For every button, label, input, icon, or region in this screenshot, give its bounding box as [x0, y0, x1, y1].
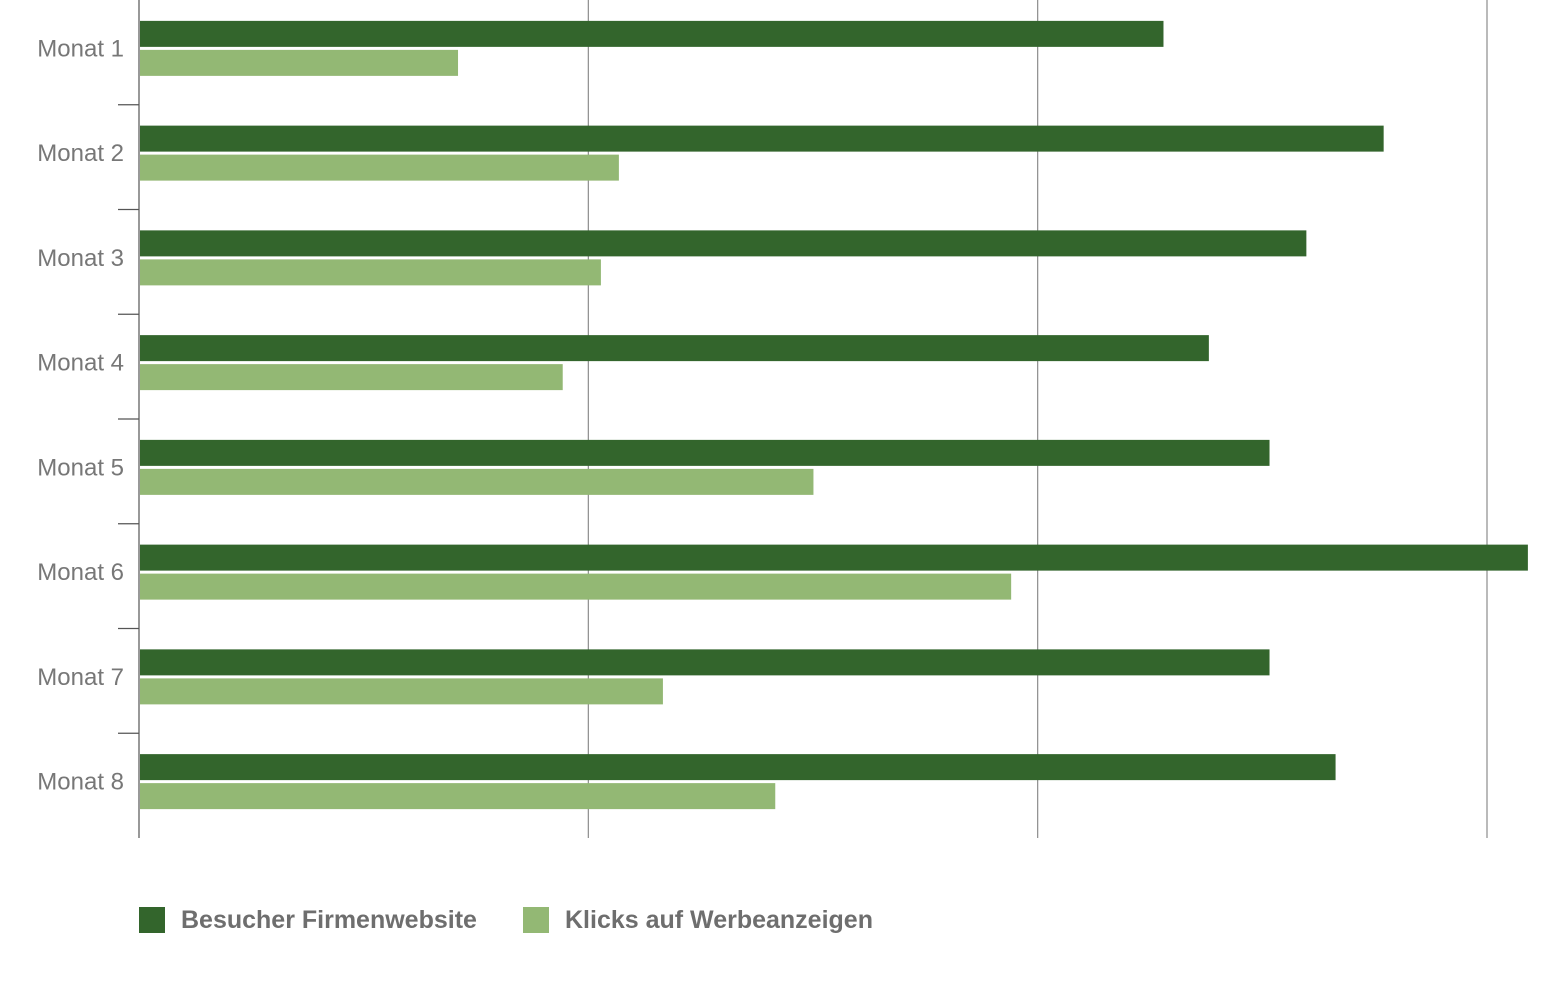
- bar-klicks-2: [140, 154, 619, 181]
- bar-besucher-3: [140, 230, 1307, 257]
- bar-besucher-6: [140, 544, 1528, 571]
- bar-besucher-7: [140, 649, 1270, 676]
- category-label: Monat 3: [37, 245, 124, 272]
- legend-label-1: Besucher Firmenwebsite: [181, 906, 477, 934]
- bar-klicks-7: [140, 678, 663, 705]
- category-label: Monat 2: [37, 140, 124, 167]
- bar-klicks-3: [140, 259, 601, 286]
- category-label: Monat 7: [37, 664, 124, 691]
- bar-klicks-1: [140, 49, 459, 76]
- bars: [140, 20, 1528, 810]
- legend-swatch-1: [139, 907, 165, 933]
- legend-swatch-2: [523, 907, 549, 933]
- category-axis: [118, 0, 140, 838]
- bar-besucher-8: [140, 754, 1336, 781]
- category-label: Monat 5: [37, 454, 124, 481]
- category-label: Monat 8: [37, 769, 124, 796]
- bar-klicks-4: [140, 364, 563, 391]
- bar-klicks-6: [140, 573, 1012, 600]
- bar-besucher-5: [140, 439, 1270, 466]
- category-label: Monat 6: [37, 559, 124, 586]
- category-label: Monat 4: [37, 350, 124, 377]
- bar-klicks-5: [140, 468, 814, 495]
- bar-besucher-4: [140, 335, 1209, 362]
- bar-besucher-1: [140, 20, 1164, 47]
- legend: Besucher Firmenwebsite Klicks auf Werbean…: [139, 906, 873, 934]
- category-labels: Monat 1 Monat 2 Monat 3 Monat 4 Monat 5 Monat…: [37, 35, 124, 795]
- bar-besucher-2: [140, 125, 1384, 152]
- category-label: Monat 1: [37, 35, 124, 62]
- bar-klicks-8: [140, 783, 776, 810]
- legend-label-2: Klicks auf Werbeanzeigen: [565, 906, 873, 934]
